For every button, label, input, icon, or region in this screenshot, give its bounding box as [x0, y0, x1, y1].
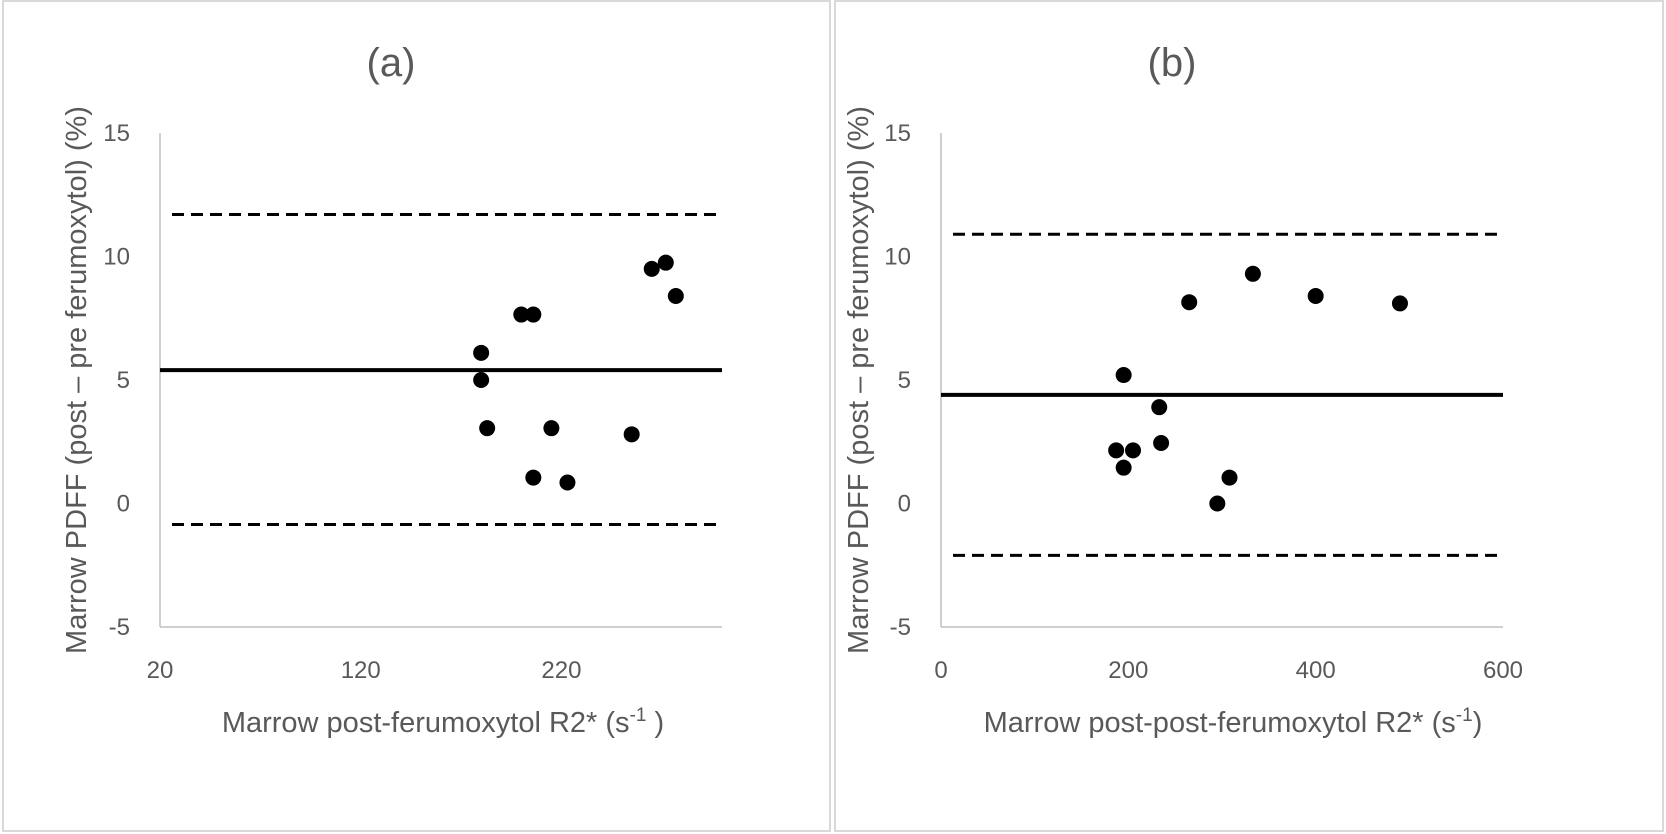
data-point — [1115, 367, 1132, 384]
x-tick-label: 400 — [1296, 657, 1336, 684]
y-tick-label: 0 — [898, 491, 911, 518]
data-point — [1307, 288, 1324, 305]
y-tick-label: 10 — [103, 244, 130, 271]
data-point — [525, 469, 542, 486]
data-point — [513, 306, 530, 323]
y-axis-title: Marrow PDFF (post – pre ferumoxytol) (%) — [61, 106, 93, 654]
x-tick-label: 20 — [147, 657, 174, 684]
y-axis-title: Marrow PDFF (post – pre ferumoxytol) (%) — [843, 106, 875, 654]
data-point — [1108, 442, 1125, 459]
data-point — [657, 254, 674, 271]
y-tick-label: 15 — [884, 120, 911, 147]
data-point — [473, 344, 490, 361]
data-point — [1151, 399, 1168, 416]
y-tick-label: 0 — [117, 491, 130, 518]
y-tick-label: 15 — [103, 120, 130, 147]
data-point — [1153, 434, 1170, 451]
data-point — [1221, 469, 1238, 486]
panel-title: (b) — [1148, 41, 1197, 85]
panel-a-frame — [2, 0, 831, 832]
data-point — [543, 420, 560, 437]
panel-a: (a) -5 0 5 10 15 20 120 220 Marrow post-ferumoxyt… — [61, 41, 722, 739]
x-axis-title-superscript: -1 — [1456, 705, 1473, 726]
y-tick-label: -5 — [890, 614, 911, 641]
data-point — [479, 420, 496, 437]
x-axis-title-main: Marrow post-ferumoxytol R2* (s — [222, 707, 630, 739]
x-axis-title-end: ) — [1473, 707, 1483, 739]
data-point — [1115, 459, 1132, 476]
data-point — [1391, 295, 1408, 312]
data-point — [643, 260, 660, 277]
data-point — [1125, 442, 1142, 459]
x-axis-title: Marrow post-ferumoxytol R2* (s-1 ) — [222, 705, 664, 739]
x-tick-label: 0 — [934, 657, 947, 684]
x-tick-label: 120 — [341, 657, 381, 684]
x-tick-label: 200 — [1108, 657, 1148, 684]
panel-title: (a) — [367, 41, 416, 85]
y-tick-label: 10 — [884, 244, 911, 271]
x-tick-label: 600 — [1483, 657, 1523, 684]
data-point — [623, 426, 640, 443]
data-point — [1209, 495, 1226, 512]
panel-b-frame — [834, 0, 1664, 832]
data-point — [473, 372, 490, 388]
data-point — [1244, 265, 1261, 282]
x-axis-title-end: ) — [646, 707, 664, 739]
x-axis-title-superscript: -1 — [630, 705, 647, 726]
y-tick-label: -5 — [109, 614, 130, 641]
y-tick-label: 5 — [898, 367, 911, 394]
data-point — [559, 474, 576, 491]
data-point — [667, 288, 684, 305]
data-point — [1181, 294, 1198, 311]
data-point — [525, 306, 542, 323]
y-tick-label: 5 — [117, 367, 130, 394]
x-axis-title-main: Marrow post-post-ferumoxytol R2* (s — [984, 707, 1456, 739]
x-tick-label: 220 — [541, 657, 581, 684]
x-axis-title: Marrow post-post-ferumoxytol R2* (s-1) — [984, 705, 1483, 739]
